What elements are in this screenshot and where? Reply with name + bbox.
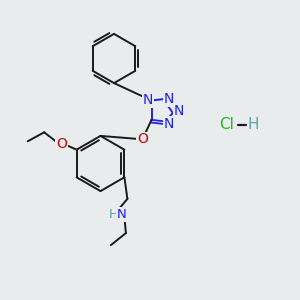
Text: N: N [116, 208, 126, 221]
Text: H: H [248, 117, 259, 132]
Text: O: O [56, 137, 67, 151]
Text: N: N [173, 104, 184, 118]
Text: N: N [163, 117, 174, 130]
Text: Cl: Cl [219, 117, 234, 132]
Text: N: N [164, 92, 174, 106]
Text: N: N [143, 94, 153, 107]
Text: H: H [109, 208, 119, 221]
Text: O: O [137, 132, 148, 146]
